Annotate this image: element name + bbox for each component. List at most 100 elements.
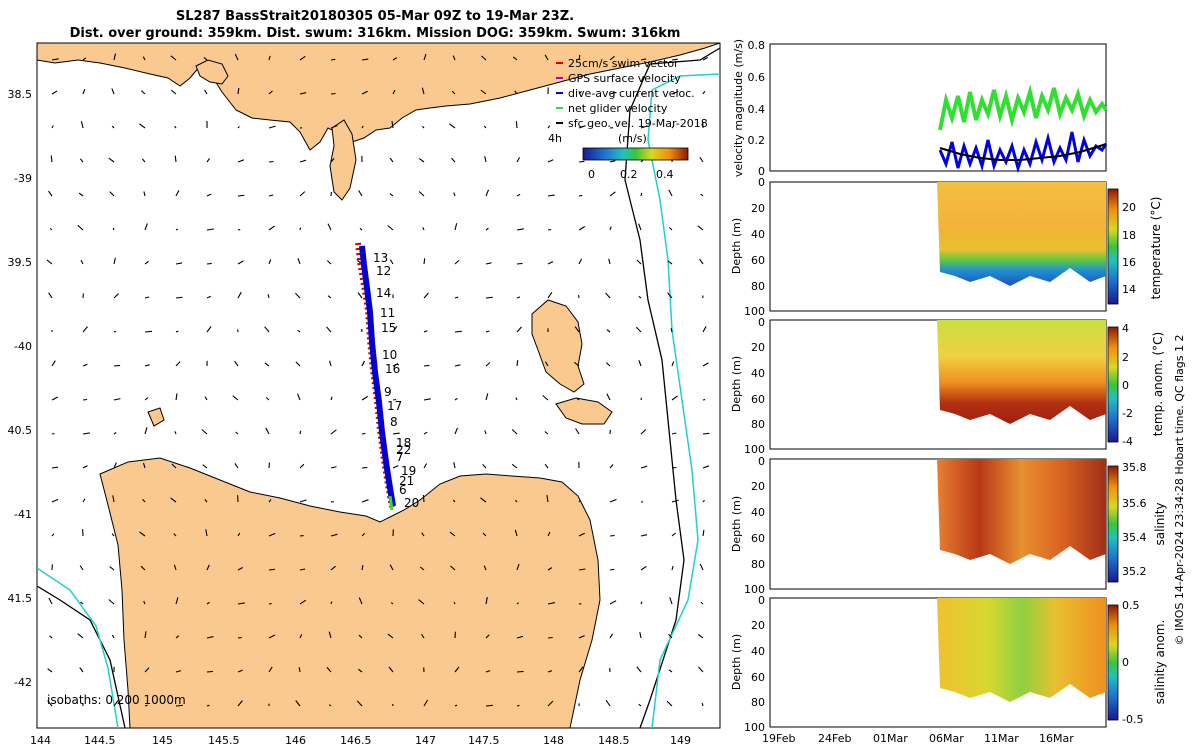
- sfc-geo-arrow: [112, 495, 115, 503]
- sfc-geo-arrow: [144, 223, 148, 231]
- sfc-geo-arrow: [328, 631, 332, 639]
- sfc-geo-arrow: [454, 296, 459, 299]
- day-label: 12: [376, 264, 391, 278]
- map-title: SL287 BassStrait20180305 05-Mar 09Z to 1…: [175, 9, 575, 24]
- sfc-geo-arrow: [418, 157, 425, 163]
- sfc-geo-arrow: [546, 495, 549, 503]
- sfc-geo-arrow: [423, 431, 428, 435]
- sfc-geo-arrow: [175, 704, 183, 707]
- sfc-geo-arrow: [485, 670, 491, 673]
- sfc-geo-arrow: [295, 292, 301, 299]
- sfc-geo-arrow: [485, 330, 490, 333]
- colorbar-left-label: 4h: [548, 132, 562, 145]
- isobath-legend: isobaths: 0 200 1000m: [47, 693, 186, 707]
- sfc-geo-arrow: [609, 226, 612, 231]
- sfc-geo-arrow: [454, 704, 458, 707]
- sfc-geo-arrow: [361, 499, 369, 503]
- sfc-geo-arrow: [326, 326, 332, 333]
- sfc-geo-arrow: [578, 90, 582, 95]
- sfc-geo-arrow: [638, 295, 642, 299]
- sfc-geo-arrow: [671, 395, 678, 401]
- sfc-geo-arrow: [578, 125, 586, 129]
- sfc-geo-arrow: [51, 498, 59, 503]
- depth-tick: 20: [751, 341, 765, 354]
- sfc-geo-arrow: [511, 463, 518, 469]
- day-label: 9: [384, 385, 392, 399]
- sfc-geo-arrow: [671, 90, 679, 95]
- sfc-geo-arrow: [144, 427, 148, 435]
- sfc-geo-arrow: [361, 532, 366, 537]
- sfc-geo-arrow: [330, 396, 333, 401]
- sfc-geo-arrow: [268, 160, 274, 163]
- sfc-geo-arrow: [667, 292, 673, 299]
- depth-tick: 0: [758, 594, 765, 607]
- sfc-geo-arrow: [51, 90, 58, 95]
- sfc-geo-arrow: [203, 56, 208, 61]
- sfc-geo-arrow: [423, 463, 428, 469]
- sfc-geo-arrow: [485, 362, 491, 367]
- sfc-geo-arrow: [112, 227, 115, 231]
- sfc-geo-arrow: [268, 568, 275, 571]
- sfc-geo-arrow: [237, 159, 245, 163]
- sfc-geo-arrow: [547, 700, 554, 707]
- sfc-geo-arrow: [423, 258, 426, 265]
- sfc-geo-arrow: [516, 326, 522, 333]
- lon-tick: 147: [415, 734, 436, 747]
- sfc-geo-arrow: [578, 54, 581, 61]
- imos-side-note: © IMOS 14-Apr-2024 23:34:28 Hobart time.…: [1173, 335, 1186, 646]
- sfc-geo-arrow: [482, 464, 487, 469]
- day-label: 22: [396, 443, 411, 457]
- sfc-geo-arrow: [606, 393, 611, 401]
- sfc-geo-arrow: [268, 259, 272, 265]
- sfc-geo-arrow: [516, 563, 520, 571]
- sfc-geo-arrow: [268, 125, 276, 129]
- sfc-geo-arrow: [480, 497, 487, 503]
- sfc-geo-arrow: [609, 600, 617, 605]
- sfc-geo-arrow: [484, 156, 487, 163]
- sfc-geo-arrow: [144, 260, 149, 265]
- lon-tick: 146.5: [340, 734, 372, 747]
- sfc-geo-arrow: [668, 633, 673, 639]
- sfc-geo-arrow: [234, 53, 239, 61]
- sfc-geo-arrow: [387, 633, 394, 639]
- day-label: 15: [381, 321, 396, 335]
- sfc-geo-arrow: [480, 89, 487, 95]
- sfc-geo-arrow: [576, 397, 580, 401]
- sfc-geo-arrow: [516, 602, 519, 605]
- sfc-geo-arrow: [299, 55, 306, 61]
- sfc-geo-arrow: [299, 568, 306, 571]
- sfc-geo-arrow: [700, 601, 704, 605]
- salinity-cb-tick: 35.8: [1122, 461, 1147, 474]
- sfc-geo-arrow: [299, 227, 302, 231]
- sfc-geo-arrow: [237, 602, 245, 605]
- depth-tick: 40: [751, 645, 765, 658]
- sfc-geo-arrow: [361, 432, 366, 435]
- sfc-geo-arrow: [82, 398, 88, 401]
- sfc-geo-arrow: [454, 259, 460, 265]
- sfc-geo-arrow: [421, 87, 425, 95]
- sfc-geo-arrow: [299, 499, 307, 503]
- sfc-geo-arrow: [609, 160, 616, 163]
- sfc-geo-arrow: [175, 262, 183, 265]
- sfc-geo-arrow: [389, 259, 394, 265]
- sfc-geo-arrow: [175, 330, 179, 333]
- sfc-geo-arrow: [516, 360, 519, 367]
- small-island-west: [147, 407, 165, 427]
- sfc-geo-arrow: [51, 360, 56, 367]
- sfc-geo-arrow: [544, 361, 549, 367]
- temperature-cb-tick: 18: [1122, 229, 1136, 242]
- sfc-geo-arrow: [140, 90, 146, 95]
- sfc-geo-arrow: [516, 635, 524, 639]
- sfc-geo-arrow: [237, 669, 243, 673]
- legend-swim-vector: 25cm/s swim vector: [568, 57, 679, 70]
- sfc-geo-arrow: [609, 464, 614, 469]
- sfc-geo-arrow: [481, 55, 487, 61]
- sfc-geo-arrow: [175, 228, 179, 231]
- sfc-geo-arrow: [638, 223, 642, 231]
- sfc-geo-arrow: [359, 227, 363, 231]
- sfc-geo-arrow: [299, 191, 306, 197]
- sfc-geo-arrow: [175, 597, 179, 605]
- speed-colorbar: [582, 147, 689, 161]
- sfc-geo-arrow: [111, 533, 115, 537]
- sfc-geo-arrow: [268, 532, 276, 537]
